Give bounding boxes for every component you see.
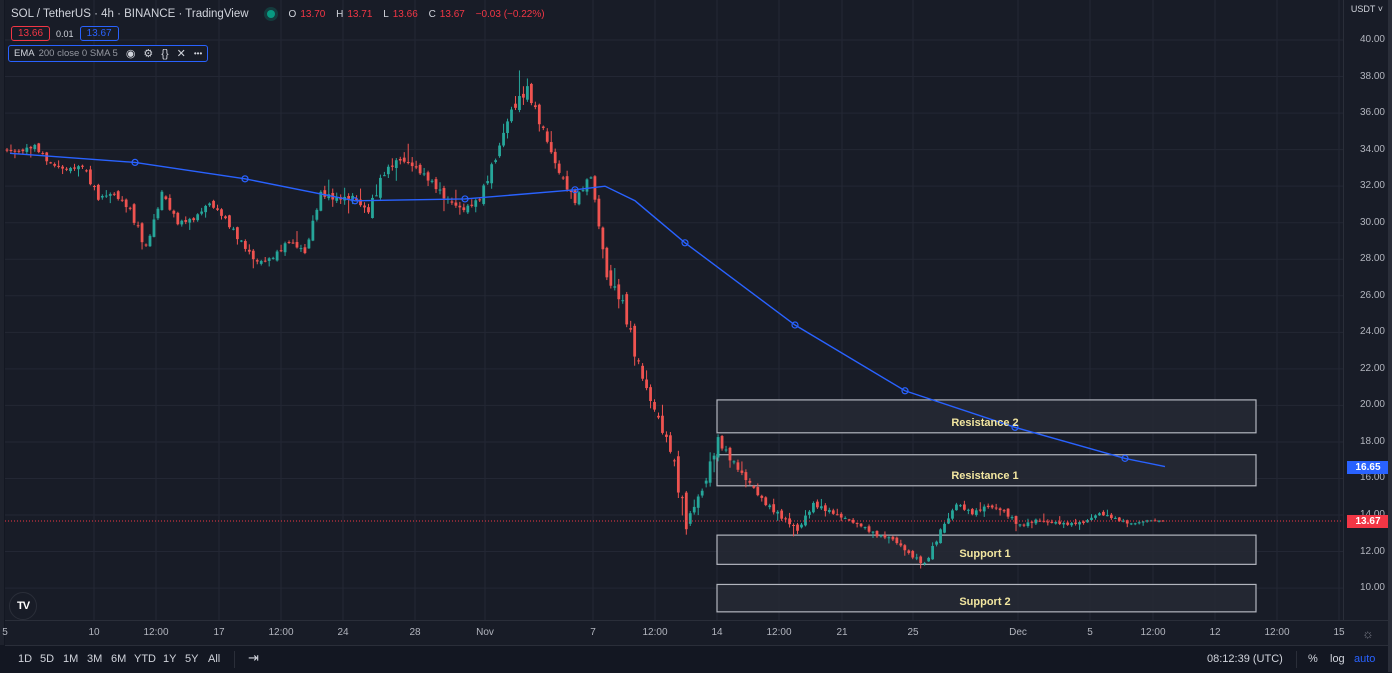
zone-label: Resistance 1 (951, 469, 1019, 482)
sell-price-button[interactable]: 13.66 (11, 26, 51, 41)
utc-clock[interactable]: 08:12:39 (UTC) (1207, 653, 1283, 665)
settings-icon[interactable]: ⚙ (143, 48, 154, 60)
time-tick-label: 24 (337, 627, 349, 638)
time-tick-label: 12:00 (766, 627, 792, 638)
low-value: 13.66 (392, 8, 418, 20)
high-value: 13.71 (347, 8, 373, 20)
time-tick-label: 5 (1087, 627, 1093, 638)
time-tick-label: 12:00 (642, 627, 668, 638)
price-tick-label: 16.00 (1359, 472, 1385, 484)
symbol-row: SOL / TetherUS · 4h · BINANCE · TradingV… (11, 6, 549, 22)
zone-label: Support 1 (959, 548, 1011, 561)
spread-value: 0.01 (56, 28, 74, 39)
ema-study-legend[interactable]: EMA 200 close 0 SMA 5 ◉ ⚙ {} ✕ ••• (8, 45, 209, 62)
chart-pane[interactable]: Resistance 2 Resistance 1 Support 1 Support… (5, 0, 1343, 620)
time-tick-label: 15 (1333, 627, 1345, 638)
study-name: EMA (14, 48, 35, 59)
right-edge (1388, 0, 1392, 672)
price-tick-label: 18.00 (1359, 435, 1385, 447)
eye-icon[interactable]: ◉ (125, 48, 136, 60)
range-button-1m[interactable]: 1M (63, 653, 79, 665)
price-tick-label: 12.00 (1359, 545, 1385, 557)
time-tick-label: 25 (907, 627, 919, 638)
close-value: 13.67 (439, 8, 465, 20)
last-price-tag: 13.67 (1347, 515, 1389, 529)
range-button-all[interactable]: All (208, 653, 221, 665)
chart-legend: SOL / TetherUS · 4h · BINANCE · TradingV… (8, 6, 549, 62)
time-tick-label: 5 (2, 627, 8, 638)
high-label: H (336, 8, 344, 20)
time-tick-label: Nov (476, 627, 494, 638)
zone-label: Resistance 2 (951, 416, 1019, 429)
zone-label: Support 2 (959, 595, 1011, 608)
price-tick-label: 38.00 (1359, 70, 1385, 82)
buy-price-button[interactable]: 13.67 (79, 26, 119, 41)
chart-settings-gear-icon[interactable]: ☼ (1362, 626, 1374, 641)
price-tick-label: 34.00 (1359, 143, 1385, 155)
more-icon[interactable]: ••• (193, 49, 203, 58)
left-edge (0, 0, 4, 645)
time-tick-label: Dec (1009, 627, 1027, 638)
price-tick-label: 36.00 (1359, 107, 1385, 119)
percent-scale-toggle[interactable]: % (1308, 653, 1318, 665)
open-value: 13.70 (300, 8, 326, 20)
time-tick-label: 21 (836, 627, 848, 638)
bid-ask-row: 13.66 0.01 13.67 (11, 26, 549, 41)
range-button-ytd[interactable]: YTD (134, 653, 156, 665)
toolbar-divider (1296, 651, 1297, 668)
low-label: L (383, 8, 389, 20)
range-button-6m[interactable]: 6M (111, 653, 127, 665)
auto-scale-toggle[interactable]: auto (1354, 653, 1376, 665)
candlestick-chart[interactable] (5, 0, 1343, 620)
tradingview-logo-icon[interactable]: TV (9, 592, 37, 620)
time-tick-label: 12 (1209, 627, 1221, 638)
range-button-5d[interactable]: 5D (40, 653, 55, 665)
time-tick-label: 12:00 (143, 627, 169, 638)
close-label: C (428, 8, 436, 20)
time-tick-label: 10 (88, 627, 100, 638)
time-tick-label: 12:00 (1140, 627, 1166, 638)
time-tick-label: 14 (711, 627, 723, 638)
range-button-3m[interactable]: 3M (87, 653, 103, 665)
time-tick-label: 12:00 (1264, 627, 1290, 638)
price-tick-label: 30.00 (1359, 216, 1385, 228)
source-code-icon[interactable]: {} (161, 47, 169, 60)
time-tick-label: 12:00 (268, 627, 294, 638)
price-tick-label: 24.00 (1359, 326, 1385, 338)
price-tick-label: 26.00 (1359, 289, 1385, 301)
close-icon[interactable]: ✕ (176, 48, 186, 60)
log-scale-toggle[interactable]: log (1330, 653, 1345, 665)
price-tick-label: 40.00 (1359, 34, 1385, 45)
goto-date-icon[interactable]: ⇥ (248, 650, 259, 665)
price-tick-label: 20.00 (1359, 399, 1385, 411)
time-tick-label: 17 (213, 627, 225, 638)
price-axis[interactable]: USDT ˅ 40.00 38.00 36.00 34.00 32.00 30.00 28.… (1343, 0, 1389, 620)
price-tick-label: 10.00 (1359, 582, 1385, 594)
study-params: 200 close 0 SMA 5 (38, 48, 118, 59)
range-button-5y[interactable]: 5Y (185, 653, 199, 665)
symbol-title[interactable]: SOL / TetherUS · 4h · BINANCE · TradingV… (11, 8, 249, 20)
range-button-1y[interactable]: 1Y (163, 653, 177, 665)
bottom-toolbar: 1D 5D 1M 3M 6M YTD 1Y 5Y All ⇥ 08:12:39 (UTC) % … (5, 645, 1388, 673)
toolbar-divider (234, 651, 235, 668)
ema-price-tag: 16.65 (1347, 460, 1389, 474)
market-open-dot-icon (266, 10, 275, 18)
price-tick-label: 32.00 (1359, 180, 1385, 192)
price-tick-label: 14.00 (1360, 509, 1385, 520)
range-button-1d[interactable]: 1D (18, 653, 33, 665)
price-tick-label: 22.00 (1359, 362, 1385, 374)
open-label: O (288, 8, 297, 20)
change-value: −0.03 (−0.22%) (475, 8, 545, 20)
price-tick-label: 28.00 (1359, 253, 1385, 265)
ohlc-values: O 13.70 H 13.71 L 13.66 C 13.67 −0.03 (−0.22… (289, 9, 549, 20)
time-tick-label: 7 (590, 627, 596, 638)
currency-selector[interactable]: USDT ˅ (1350, 4, 1383, 14)
time-axis[interactable]: 5 10 12:00 17 12:00 24 28 Nov 7 12:00 14 12:00 21 25 D… (2, 620, 1388, 645)
time-tick-label: 28 (409, 627, 421, 638)
